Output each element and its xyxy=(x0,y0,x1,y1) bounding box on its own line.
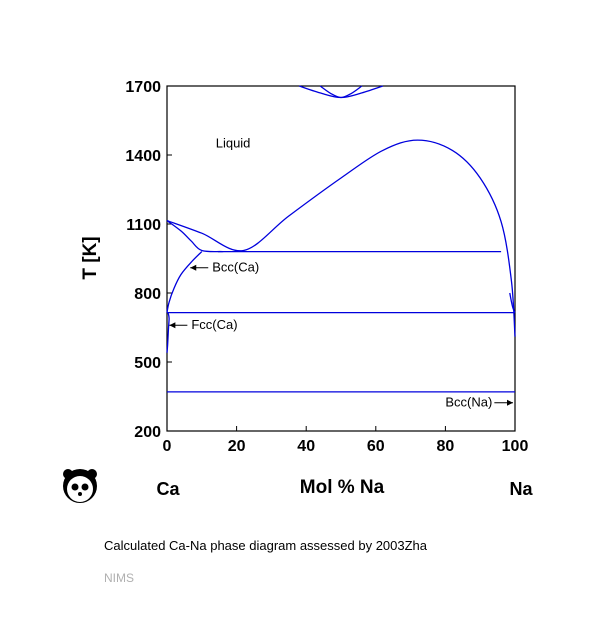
y-tick-label: 1400 xyxy=(125,148,161,165)
phase-boundary-line xyxy=(166,220,502,253)
x-axis-label: Mol % Na xyxy=(300,477,385,498)
x-tick-label: 0 xyxy=(163,438,172,455)
plot-frame xyxy=(166,85,516,432)
phase-boundary-line xyxy=(166,251,203,313)
phase-boundary-line xyxy=(299,85,384,99)
nims-logo xyxy=(63,469,97,503)
phase-boundary-line xyxy=(166,312,170,353)
y-tick-label: 1700 xyxy=(125,79,161,96)
x-tick-label: 80 xyxy=(437,438,455,455)
x-tick-label: 100 xyxy=(502,438,529,455)
phase-annotation: Fcc(Ca) xyxy=(191,317,237,332)
x-tick-label: 40 xyxy=(297,438,315,455)
phase-boundary-line xyxy=(319,85,363,99)
y-tick-label: 1100 xyxy=(126,217,161,234)
phase-annotation: Liquid xyxy=(216,136,251,151)
y-axis-label: T [K] xyxy=(80,236,101,279)
y-tick-label: 500 xyxy=(134,355,161,372)
phase-annotation: Bcc(Ca) xyxy=(212,260,259,275)
y-tick-label: 200 xyxy=(134,424,161,441)
right-element-label: Na xyxy=(509,479,533,499)
arrow-head xyxy=(169,322,176,329)
arrow-head xyxy=(507,399,513,406)
phase-diagram: 0 20 40 60 80 100 200 500 800 1100 1400 1700 Liquid… xyxy=(63,79,533,503)
y-tick-label: 800 xyxy=(134,286,161,303)
phase-annotation: Bcc(Na) xyxy=(445,395,492,410)
arrow-head xyxy=(190,264,197,271)
left-element-label: Ca xyxy=(156,479,180,499)
x-tick-label: 60 xyxy=(367,438,385,455)
figure-caption: Calculated Ca-Na phase diagram assessed … xyxy=(104,538,428,553)
phase-boundary-line xyxy=(509,292,516,313)
source-label: NIMS xyxy=(104,571,134,585)
phase-boundary-line xyxy=(166,139,516,337)
x-tick-label: 20 xyxy=(228,438,246,455)
